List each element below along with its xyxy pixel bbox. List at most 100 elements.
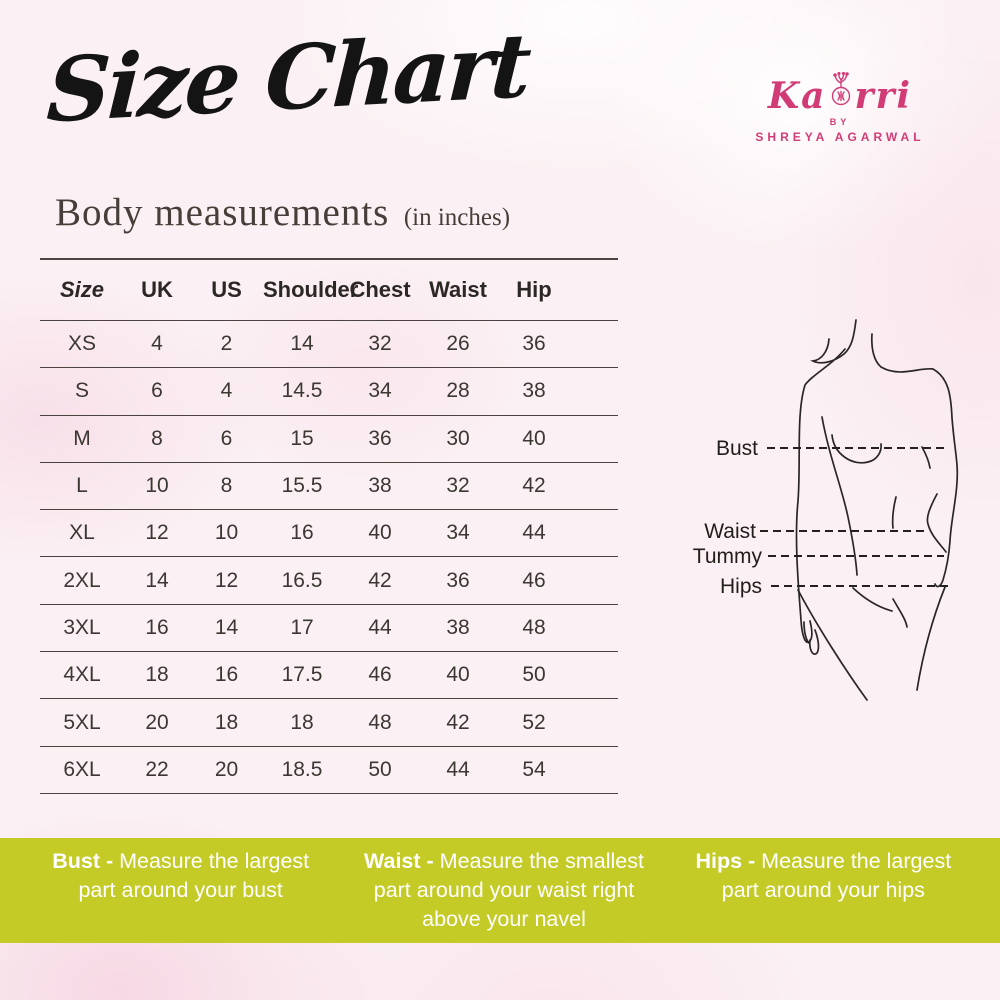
size-label: XS (67, 332, 96, 356)
brand-name-part1: Ka (767, 75, 827, 117)
measurement-value: 14 (214, 615, 239, 639)
measurement-value: 36 (368, 426, 392, 450)
tummy-label: Tummy (693, 545, 763, 568)
size-label: 3XL (63, 615, 101, 639)
measurement-value: 48 (368, 710, 392, 734)
measurement-value: 8 (151, 426, 163, 450)
bust-guide-label: Bust - (52, 849, 120, 873)
measurement-value: 44 (446, 757, 470, 781)
measurement-value: 22 (145, 757, 169, 781)
column-header: UK (141, 277, 173, 302)
measurement-value: 36 (522, 332, 546, 356)
measurement-value: 28 (446, 379, 470, 403)
page-title: Size Chart (44, 12, 531, 143)
measurement-value: 40 (446, 663, 470, 687)
column-header: US (211, 277, 242, 302)
waist-label: Waist (704, 520, 756, 543)
measurement-value: 17 (290, 615, 314, 639)
table-row: 2XL 14 12 16.5 42 36 46 (40, 557, 618, 605)
table-row: S 6 4 14.5 34 28 38 (40, 368, 618, 416)
measurement-value: 38 (368, 474, 392, 498)
brand-logo: Ka rri BY SHREYA AGARWAL (745, 71, 935, 144)
brand-owner: SHREYA AGARWAL (755, 130, 925, 144)
measurement-value: 14 (290, 332, 314, 356)
measurement-value: 16 (290, 521, 314, 545)
measurement-value: 20 (214, 757, 239, 781)
measurement-value: 34 (446, 521, 470, 545)
bust-guide-text: Measure the largest part around your bus… (78, 849, 310, 902)
size-label: XL (69, 521, 95, 545)
measurement-value: 44 (368, 615, 392, 639)
measurement-value: 20 (145, 710, 169, 734)
hips-guide-label: Hips - (695, 849, 762, 873)
body-measurement-diagram: Bust Waist Tummy Hips (660, 290, 1000, 830)
size-label: S (74, 379, 89, 403)
section-heading: Body measurements (in inches) (55, 190, 510, 235)
measurement-value: 14 (145, 568, 169, 592)
measurement-value: 6 (220, 426, 233, 450)
brand-name-part2: rri (854, 75, 913, 117)
measurement-value: 52 (522, 710, 546, 734)
table-header-row: Size UK US Shoulder Chest Waist Hip (40, 260, 618, 321)
measurement-value: 15 (290, 426, 314, 450)
flower-pot-icon (828, 71, 854, 112)
measurement-value: 54 (522, 757, 546, 781)
size-label: L (76, 474, 88, 498)
table-row: XL 12 10 16 40 34 44 (40, 510, 618, 558)
measurement-value: 38 (522, 379, 546, 403)
measurement-value: 6 (151, 379, 163, 403)
measurement-value: 32 (446, 474, 470, 498)
waist-guide-label: Waist - (364, 849, 440, 873)
subtitle-unit-note: (in inches) (403, 204, 511, 231)
measurement-value: 16 (145, 615, 169, 639)
measurement-value: 50 (368, 757, 392, 781)
measurement-value: 14.5 (281, 379, 323, 403)
female-silhouette-icon: Bust Waist Tummy Hips (693, 319, 959, 701)
table-row: XS 4 2 14 32 26 36 (40, 321, 618, 369)
measurement-value: 18 (290, 710, 314, 734)
measurement-value: 18.5 (281, 757, 323, 781)
measurement-value: 12 (214, 568, 239, 592)
measurement-value: 10 (145, 474, 169, 498)
measurement-value: 40 (522, 426, 546, 450)
measurement-value: 16 (214, 663, 239, 687)
table-row: 6XL 22 20 18.5 50 44 54 (40, 747, 618, 794)
measurement-value: 10 (214, 521, 239, 545)
hips-guide: Hips - Measure the largest part around y… (669, 847, 978, 943)
size-table: Size UK US Shoulder Chest Waist Hip XS 4 2 14 32 26 3… (40, 258, 618, 794)
measurement-value: 46 (522, 568, 546, 592)
table-row: 3XL 16 14 17 44 38 48 (40, 605, 618, 653)
hips-guide-text: Measure the largest part around your hip… (721, 849, 952, 902)
measurement-value: 15.5 (281, 474, 323, 498)
measurement-value: 4 (220, 379, 233, 403)
table-row: M 8 6 15 36 30 40 (40, 416, 618, 463)
column-header: Hip (516, 277, 552, 302)
measurement-value: 40 (368, 521, 392, 545)
brand-name: Ka rri (745, 71, 935, 117)
waist-guide: Waist - Measure the smallest part around… (339, 847, 668, 943)
measurement-value: 38 (446, 615, 470, 639)
size-label: M (73, 426, 91, 450)
brand-by-label: BY (829, 117, 851, 127)
measurement-value: 18 (214, 710, 239, 734)
table-row: L 10 8 15.5 38 32 42 (40, 463, 618, 511)
measurement-value: 44 (522, 521, 546, 545)
measurement-value: 16.5 (281, 568, 323, 592)
table-row: 4XL 18 16 17.5 46 40 50 (40, 652, 618, 700)
column-header: Chest (349, 277, 411, 302)
measurement-value: 8 (220, 474, 233, 498)
measurement-value: 42 (368, 568, 392, 592)
measurement-guide-bar: Bust - Measure the largest part around y… (0, 838, 1000, 943)
bust-guide: Bust - Measure the largest part around y… (22, 847, 339, 943)
measurement-value: 50 (522, 663, 546, 687)
measurement-value: 46 (368, 663, 392, 687)
size-label: 2XL (63, 568, 101, 592)
size-label: 4XL (63, 663, 101, 687)
hips-label: Hips (720, 575, 762, 598)
size-label: 6XL (63, 757, 101, 781)
waist-guide-text: Measure the smallest part around your wa… (373, 849, 644, 931)
measurement-value: 34 (368, 379, 392, 403)
measurement-value: 42 (446, 710, 470, 734)
measurement-value: 32 (368, 332, 392, 356)
